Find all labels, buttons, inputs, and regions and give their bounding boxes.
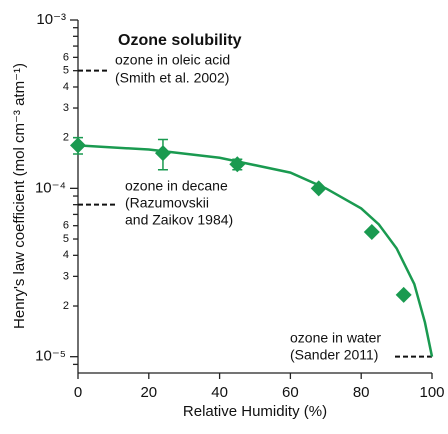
data-point xyxy=(154,145,171,162)
y-tick-label: 10⁻³ xyxy=(36,11,66,28)
x-tick-label: 0 xyxy=(74,384,82,401)
y-tick-label: 4 xyxy=(63,81,69,93)
y-tick-label: 5 xyxy=(63,233,69,245)
chart-title: Ozone solubility xyxy=(118,32,242,49)
data-point xyxy=(395,286,412,303)
y-tick-label: 2 xyxy=(63,300,69,312)
x-tick-label: 80 xyxy=(353,384,370,401)
y-tick-label: 3 xyxy=(63,102,69,114)
y-tick-label: 10⁻⁵ xyxy=(35,348,66,365)
data-point xyxy=(310,180,327,197)
y-tick-label: 6 xyxy=(63,51,69,63)
x-tick-label: 100 xyxy=(419,384,444,401)
x-axis-label: Relative Humidity (%) xyxy=(183,403,327,420)
y-axis-label: Henry's law coefficient (mol cm⁻³ atm⁻¹) xyxy=(11,63,28,329)
x-tick-label: 20 xyxy=(140,384,157,401)
reference-label: and Zaikov 1984) xyxy=(125,211,233,227)
reference-label: ozone in oleic acid xyxy=(115,51,230,67)
y-tick-label: 4 xyxy=(63,249,69,261)
data-point xyxy=(363,224,380,241)
y-tick-label: 6 xyxy=(63,220,69,232)
y-tick-label: 5 xyxy=(63,65,69,77)
y-tick-label: 10⁻⁴ xyxy=(35,179,66,196)
y-tick-label: 3 xyxy=(63,270,69,282)
data-point xyxy=(229,156,246,173)
fit-line xyxy=(77,144,434,357)
data-point xyxy=(70,137,86,154)
reference-label: ozone in water xyxy=(290,329,381,345)
reference-label: (Smith et al. 2002) xyxy=(115,69,229,85)
x-tick-label: 40 xyxy=(211,384,228,401)
y-tick-label: 2 xyxy=(63,132,69,144)
x-tick-label: 60 xyxy=(282,384,299,401)
reference-label: ozone in decane xyxy=(125,177,228,193)
reference-label: (Razumovskii xyxy=(125,194,209,210)
reference-label: (Sander 2011) xyxy=(290,346,378,362)
